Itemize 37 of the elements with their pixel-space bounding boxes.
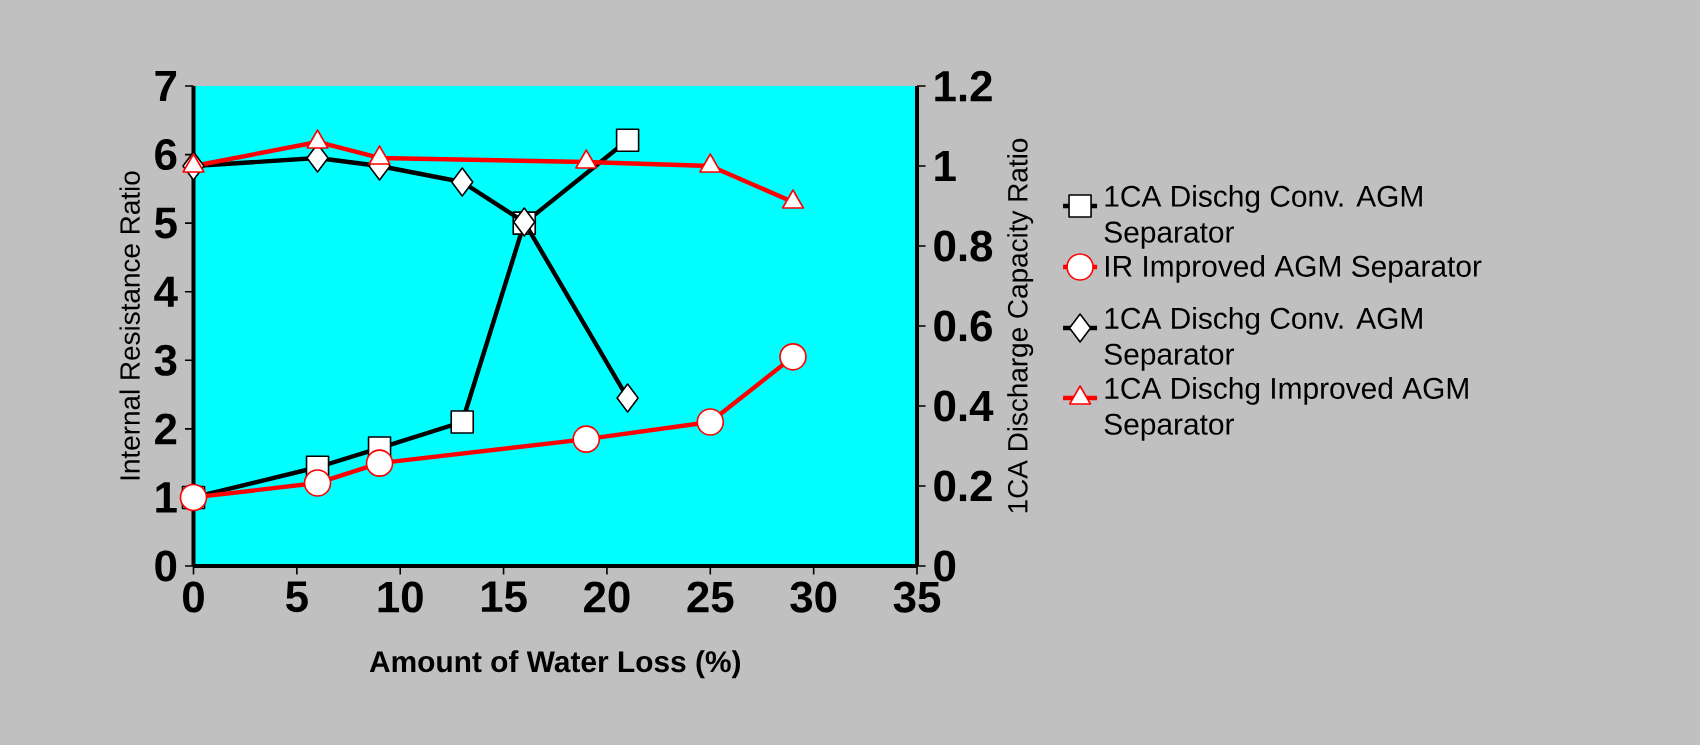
- x-axis-title: Amount of Water Loss (%): [369, 650, 740, 679]
- y2-axis-title: 1CA Discharge Capacity Ratio: [1007, 138, 1034, 513]
- y-tick-label: 7: [155, 70, 177, 102]
- y-tick-label: 5: [154, 207, 177, 239]
- point: [303, 469, 332, 497]
- point: [365, 449, 394, 477]
- y2-tick-label: 1.2: [935, 70, 992, 102]
- legend-label: 1CA Dischg Improved AGM Separator: [1104, 377, 1468, 441]
- x-tick-label: 10: [378, 581, 423, 613]
- x-tick-label: 5: [286, 581, 308, 613]
- x-tick-label: 15: [481, 581, 527, 613]
- y2-tick-label: 0.8: [934, 230, 993, 262]
- y-tick-label: 3: [154, 344, 177, 376]
- x-tick-label: 35: [893, 581, 941, 613]
- point: [696, 408, 725, 436]
- y-tick-label: 0: [155, 550, 177, 582]
- x-tick-label: 0: [183, 581, 204, 613]
- x-tick-label: 20: [584, 581, 630, 613]
- y-tick-label: 6: [155, 139, 177, 171]
- point: [572, 425, 601, 453]
- point: [779, 343, 807, 371]
- y2-tick-label: 0.6: [934, 310, 992, 342]
- y-axis-title: Internal Resistance Ratio: [119, 171, 140, 480]
- x-tick-label: 25: [687, 581, 734, 613]
- y-tick-label: 2: [155, 413, 177, 445]
- y-tick-label: 1: [156, 482, 177, 513]
- y2-tick-label: 0.2: [934, 470, 992, 502]
- y-tick-label: 4: [154, 276, 178, 307]
- point: [450, 410, 475, 434]
- legend-label: 1CA Dischg Conv. AGM Separator: [1104, 307, 1422, 371]
- y2-tick-label: 0.4: [934, 390, 994, 422]
- x-tick-label: 30: [790, 581, 837, 613]
- y2-tick-label: 0: [934, 550, 956, 582]
- point: [615, 128, 640, 152]
- y2-tick-label: 1: [935, 150, 956, 182]
- legend-label: 1CA Dischg Conv. AGM Separator: [1104, 184, 1422, 249]
- legend-label: IR Improved AGM Separator: [1106, 254, 1482, 283]
